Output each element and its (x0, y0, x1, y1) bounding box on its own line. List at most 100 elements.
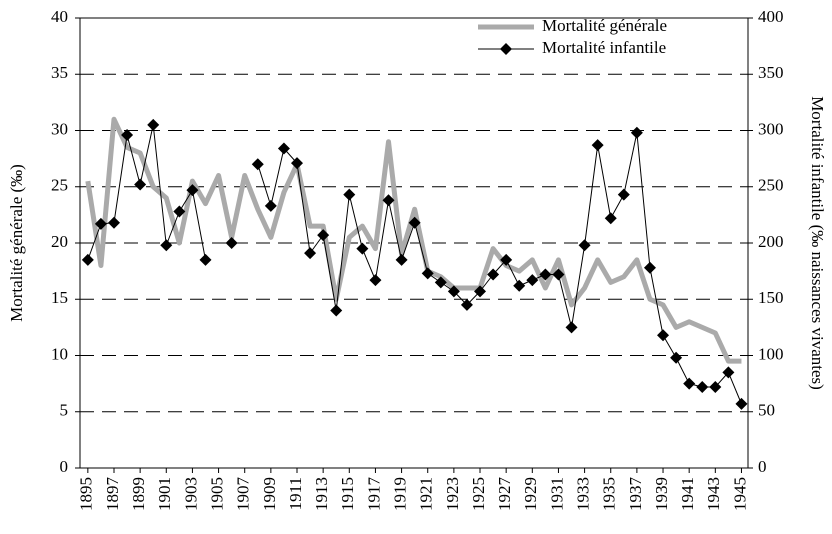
data-point (421, 267, 434, 280)
x-tick-label: 1895 (77, 477, 96, 511)
y-tick-label: 30 (51, 119, 68, 138)
x-tick-label: 1939 (652, 477, 671, 511)
x-tick-label: 1905 (207, 477, 226, 511)
data-point (683, 377, 696, 390)
x-tick-label: 1925 (469, 477, 488, 511)
data-point (539, 268, 552, 281)
x-tick-label: 1913 (312, 477, 331, 511)
y-tick-label: 25 (51, 176, 68, 195)
data-point (264, 199, 277, 212)
data-point (304, 247, 317, 260)
data-point (369, 274, 382, 287)
data-point (670, 351, 683, 364)
x-tick-label: 1935 (600, 477, 619, 511)
data-point (134, 178, 147, 191)
data-point (474, 285, 487, 298)
data-point (94, 217, 107, 230)
data-point (434, 276, 447, 289)
x-tick-label: 1941 (678, 477, 697, 511)
x-tick-label: 1915 (338, 477, 357, 511)
data-point (277, 142, 290, 155)
x-tick-label: 1903 (181, 477, 200, 511)
data-point (330, 304, 343, 317)
x-tick-label: 1911 (286, 477, 305, 510)
data-point (604, 212, 617, 225)
y-tick-label: 20 (51, 232, 68, 251)
x-tick-label: 1897 (103, 477, 122, 512)
data-point (709, 381, 722, 393)
x-tick-label: 1933 (574, 477, 593, 511)
legend-label: Mortalité infantile (542, 38, 666, 57)
x-tick-label: 1929 (521, 477, 540, 511)
data-point (147, 118, 160, 131)
x-tick-label: 1907 (234, 477, 253, 512)
x-tick-label: 1931 (547, 477, 566, 511)
data-point (657, 329, 670, 342)
data-point (81, 253, 94, 266)
y-tick-label: 35 (51, 63, 68, 82)
y-axis-title: Mortalité générale (‰) (7, 164, 26, 322)
x-tick-label: 1919 (390, 477, 409, 511)
x-tick-label: 1937 (626, 477, 645, 512)
x-tick-label: 1927 (495, 477, 514, 512)
data-point (173, 205, 186, 218)
x-tick-label: 1899 (129, 477, 148, 511)
data-point (317, 229, 330, 242)
series-line (85, 116, 742, 364)
x-tick-label: 1943 (704, 477, 723, 511)
data-point (395, 253, 408, 266)
data-point (591, 139, 604, 152)
y2-tick-label: 250 (758, 176, 784, 195)
x-tick-label: 1909 (260, 477, 279, 511)
y-tick-label: 40 (51, 7, 68, 26)
y2-tick-label: 100 (758, 344, 784, 363)
data-point (500, 253, 513, 266)
x-tick-label: 1917 (364, 477, 383, 512)
y-tick-label: 15 (51, 288, 68, 307)
data-point (186, 184, 199, 197)
data-point (356, 242, 369, 255)
y2-axis-title: Mortalité infantile (‰ naissances vivant… (808, 96, 827, 390)
series-line (87, 124, 742, 405)
data-point (447, 285, 460, 298)
y2-tick-label: 400 (758, 7, 784, 26)
data-point (696, 381, 709, 393)
y2-tick-label: 200 (758, 232, 784, 251)
data-point (291, 157, 304, 170)
y-tick-label: 10 (51, 344, 68, 363)
data-point (343, 188, 356, 201)
y2-tick-label: 150 (758, 288, 784, 307)
data-point (526, 274, 539, 287)
data-point (107, 216, 120, 229)
x-tick-label: 1901 (155, 477, 174, 511)
data-point (552, 268, 565, 281)
data-point (735, 397, 748, 410)
data-point (382, 194, 395, 207)
data-point (251, 158, 264, 171)
data-point (225, 237, 238, 249)
y-tick-label: 5 (60, 401, 69, 420)
data-point (460, 298, 473, 311)
data-point (643, 261, 656, 274)
data-point (578, 239, 591, 252)
data-point (487, 268, 500, 281)
data-point (513, 279, 526, 292)
y2-tick-label: 0 (758, 457, 767, 476)
data-point (722, 366, 735, 379)
data-point (408, 216, 421, 229)
data-point (160, 239, 173, 252)
x-tick-label: 1945 (730, 477, 749, 511)
legend-marker (500, 43, 512, 55)
data-point (630, 126, 643, 139)
x-tick-label: 1923 (443, 477, 462, 511)
y2-tick-label: 300 (758, 119, 784, 138)
legend-label: Mortalité générale (542, 16, 667, 35)
y2-tick-label: 50 (758, 401, 775, 420)
data-point (617, 188, 630, 201)
y-tick-label: 0 (60, 457, 69, 476)
x-tick-label: 1921 (417, 477, 436, 511)
data-point (565, 321, 578, 334)
data-point (121, 129, 134, 141)
y2-tick-label: 350 (758, 63, 784, 82)
